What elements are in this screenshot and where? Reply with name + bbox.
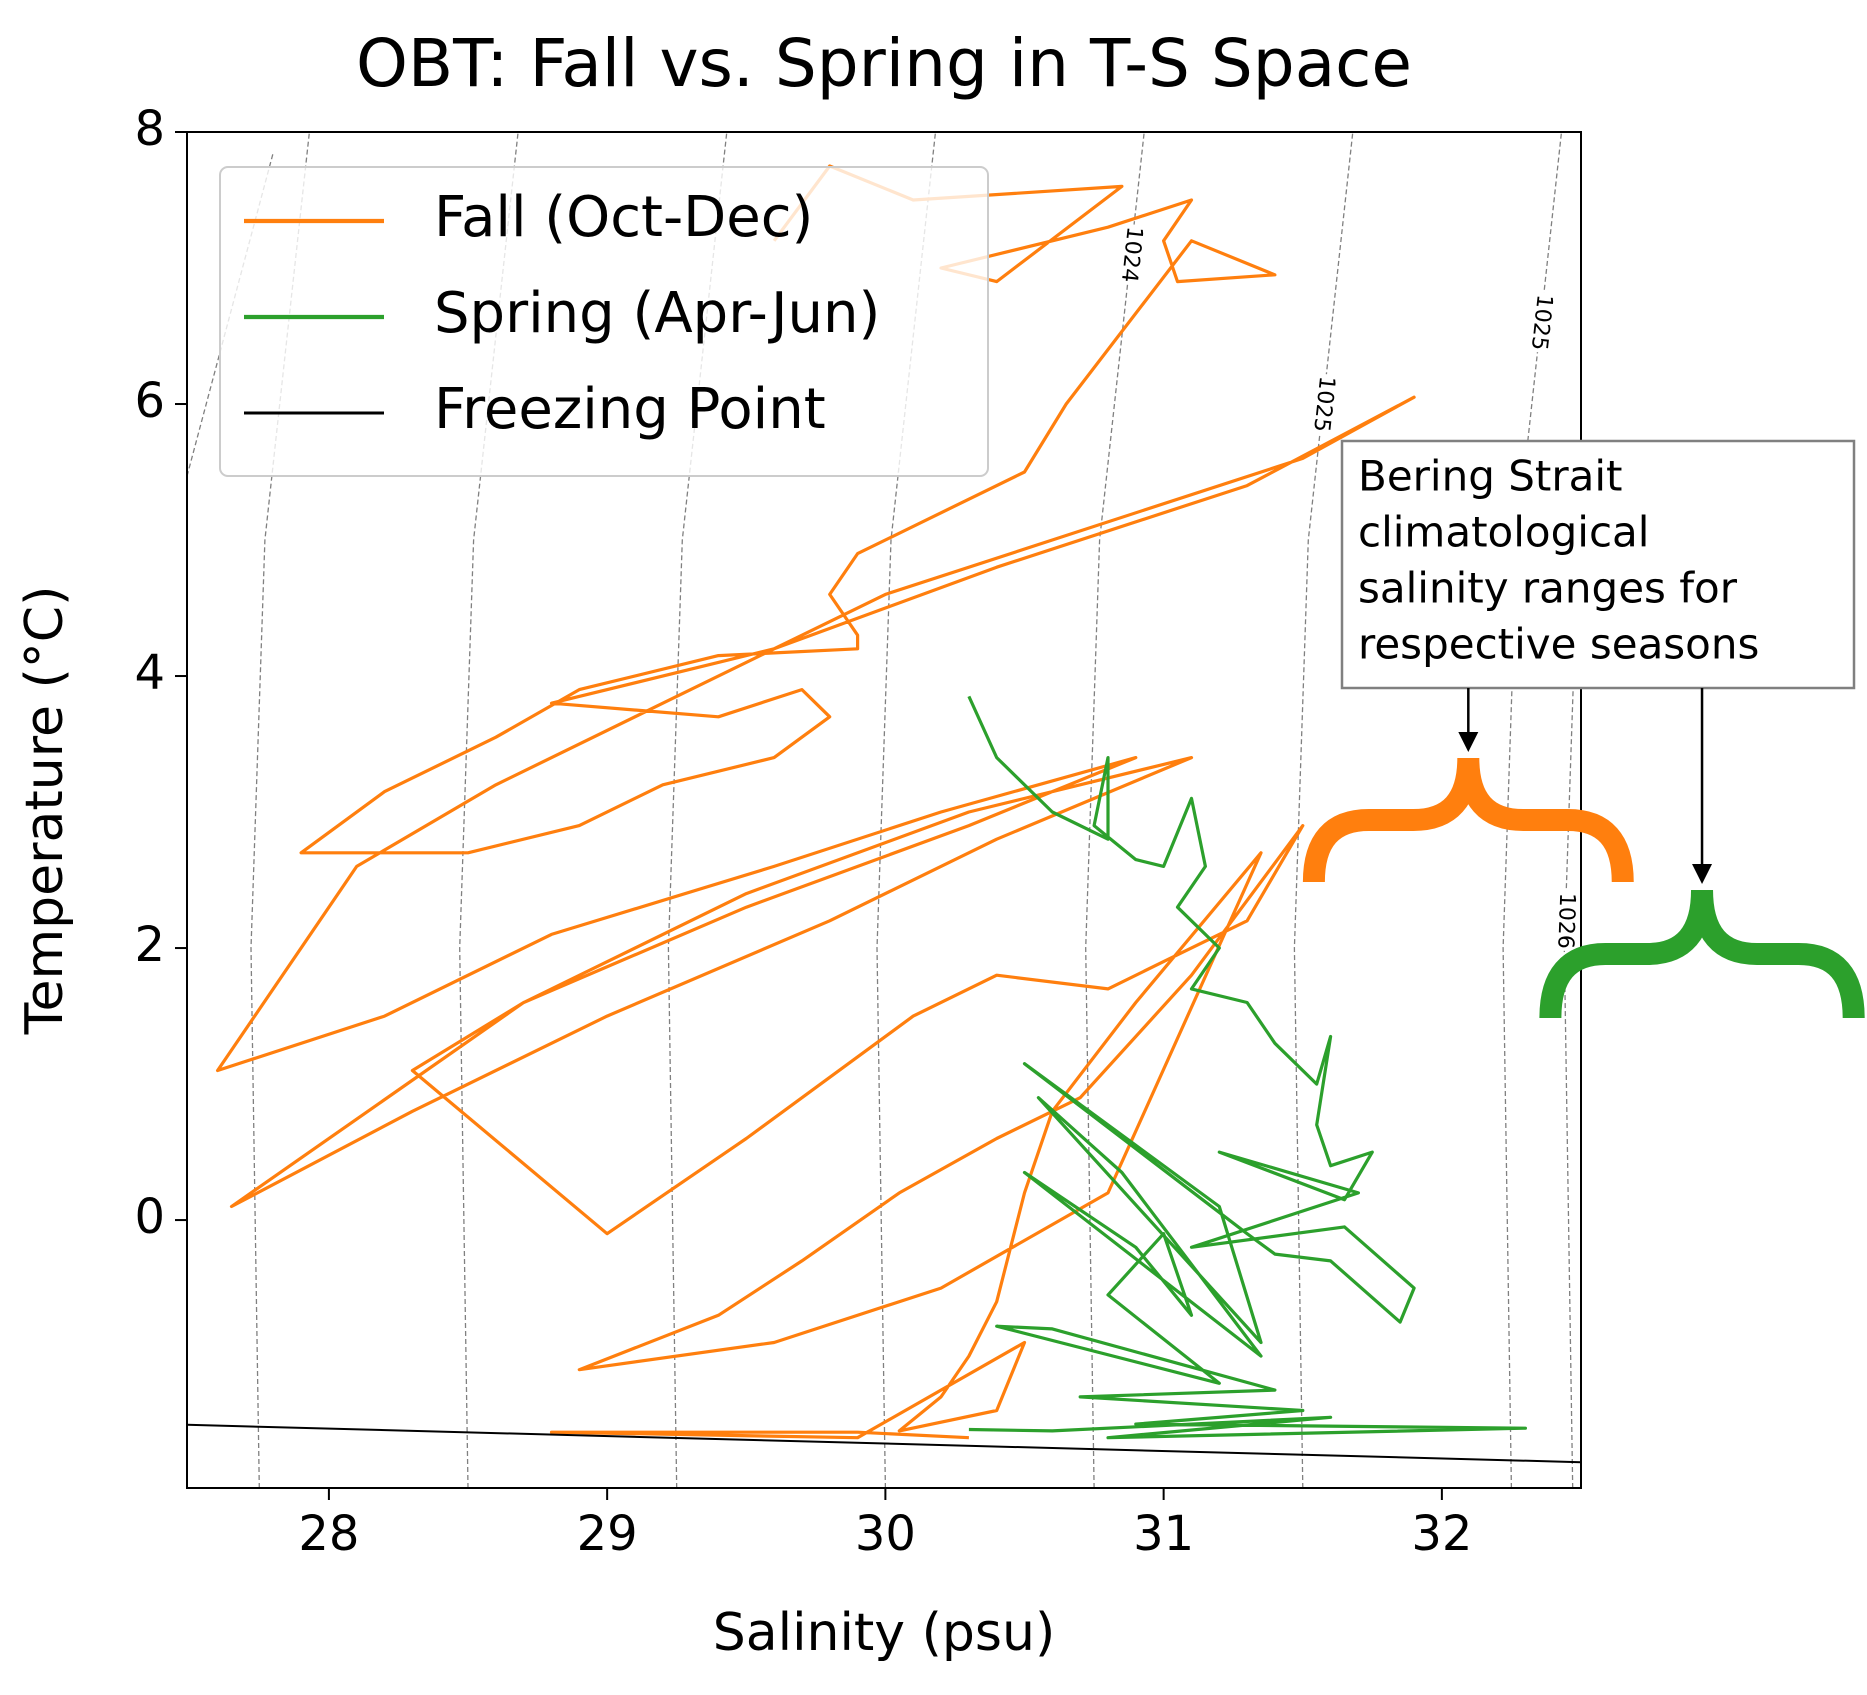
x-tick-label: 30 bbox=[855, 1506, 916, 1562]
plot-lines bbox=[187, 164, 1581, 1464]
x-tick-label: 28 bbox=[298, 1506, 359, 1562]
series-line bbox=[187, 1423, 1581, 1464]
contours: 1024 1025 1025 1026 bbox=[187, 132, 1579, 1488]
salinity-range-brace bbox=[1539, 889, 1865, 1019]
contour-label-bg bbox=[1525, 291, 1556, 354]
y-tick-label: 6 bbox=[134, 373, 165, 429]
y-tick-label: 2 bbox=[134, 917, 165, 973]
y-axis-label: Temperature (°C) bbox=[15, 586, 75, 1036]
annotation-text: climatological bbox=[1358, 508, 1649, 557]
annotation-arrowhead bbox=[1692, 864, 1713, 884]
legend-label: Spring (Apr-Jun) bbox=[434, 281, 880, 346]
chart-title: OBT: Fall vs. Spring in T-S Space bbox=[356, 25, 1412, 102]
annotation-text: respective seasons bbox=[1358, 620, 1759, 669]
salinity-range-brace bbox=[1302, 757, 1634, 883]
contour-label: 1024 bbox=[1116, 225, 1147, 283]
legend-box bbox=[219, 166, 989, 477]
legend-label: Freezing Point bbox=[434, 377, 826, 442]
y-tick-label: 4 bbox=[134, 645, 165, 701]
x-tick-label: 32 bbox=[1411, 1506, 1472, 1562]
series-line bbox=[967, 695, 1527, 1440]
annotation-text: salinity ranges for bbox=[1358, 564, 1738, 613]
contour-label: 1026 bbox=[1552, 892, 1579, 949]
axes: 28 29 30 31 32 0 2 4 6 8 bbox=[134, 101, 1582, 1562]
annotation-box bbox=[1340, 439, 1856, 690]
density-contour bbox=[1293, 132, 1354, 1488]
legend-label: Fall (Oct-Dec) bbox=[434, 185, 813, 250]
y-tick-label: 0 bbox=[134, 1189, 165, 1245]
annotation-arrowhead bbox=[1458, 732, 1479, 752]
x-axis-label: Salinity (psu) bbox=[713, 1603, 1056, 1663]
contour-label-bg bbox=[1115, 223, 1146, 286]
y-tick-label: 8 bbox=[134, 101, 165, 157]
annotation: Bering Strait climatological salinity rang… bbox=[1302, 439, 1865, 1019]
contour-label: 1025 bbox=[1526, 293, 1557, 351]
contour-label-bg bbox=[1307, 372, 1339, 436]
density-contour bbox=[1085, 132, 1145, 1488]
x-tick-label: 29 bbox=[577, 1506, 638, 1562]
x-tick-label: 31 bbox=[1133, 1506, 1194, 1562]
legend: Fall (Oct-Dec) Spring (Apr-Jun) Freezing P… bbox=[219, 166, 989, 477]
annotation-text: Bering Strait bbox=[1358, 452, 1623, 501]
series-line bbox=[216, 164, 1416, 1440]
contour-label: 1025 bbox=[1308, 375, 1339, 433]
contour-label-bg bbox=[1552, 890, 1579, 952]
